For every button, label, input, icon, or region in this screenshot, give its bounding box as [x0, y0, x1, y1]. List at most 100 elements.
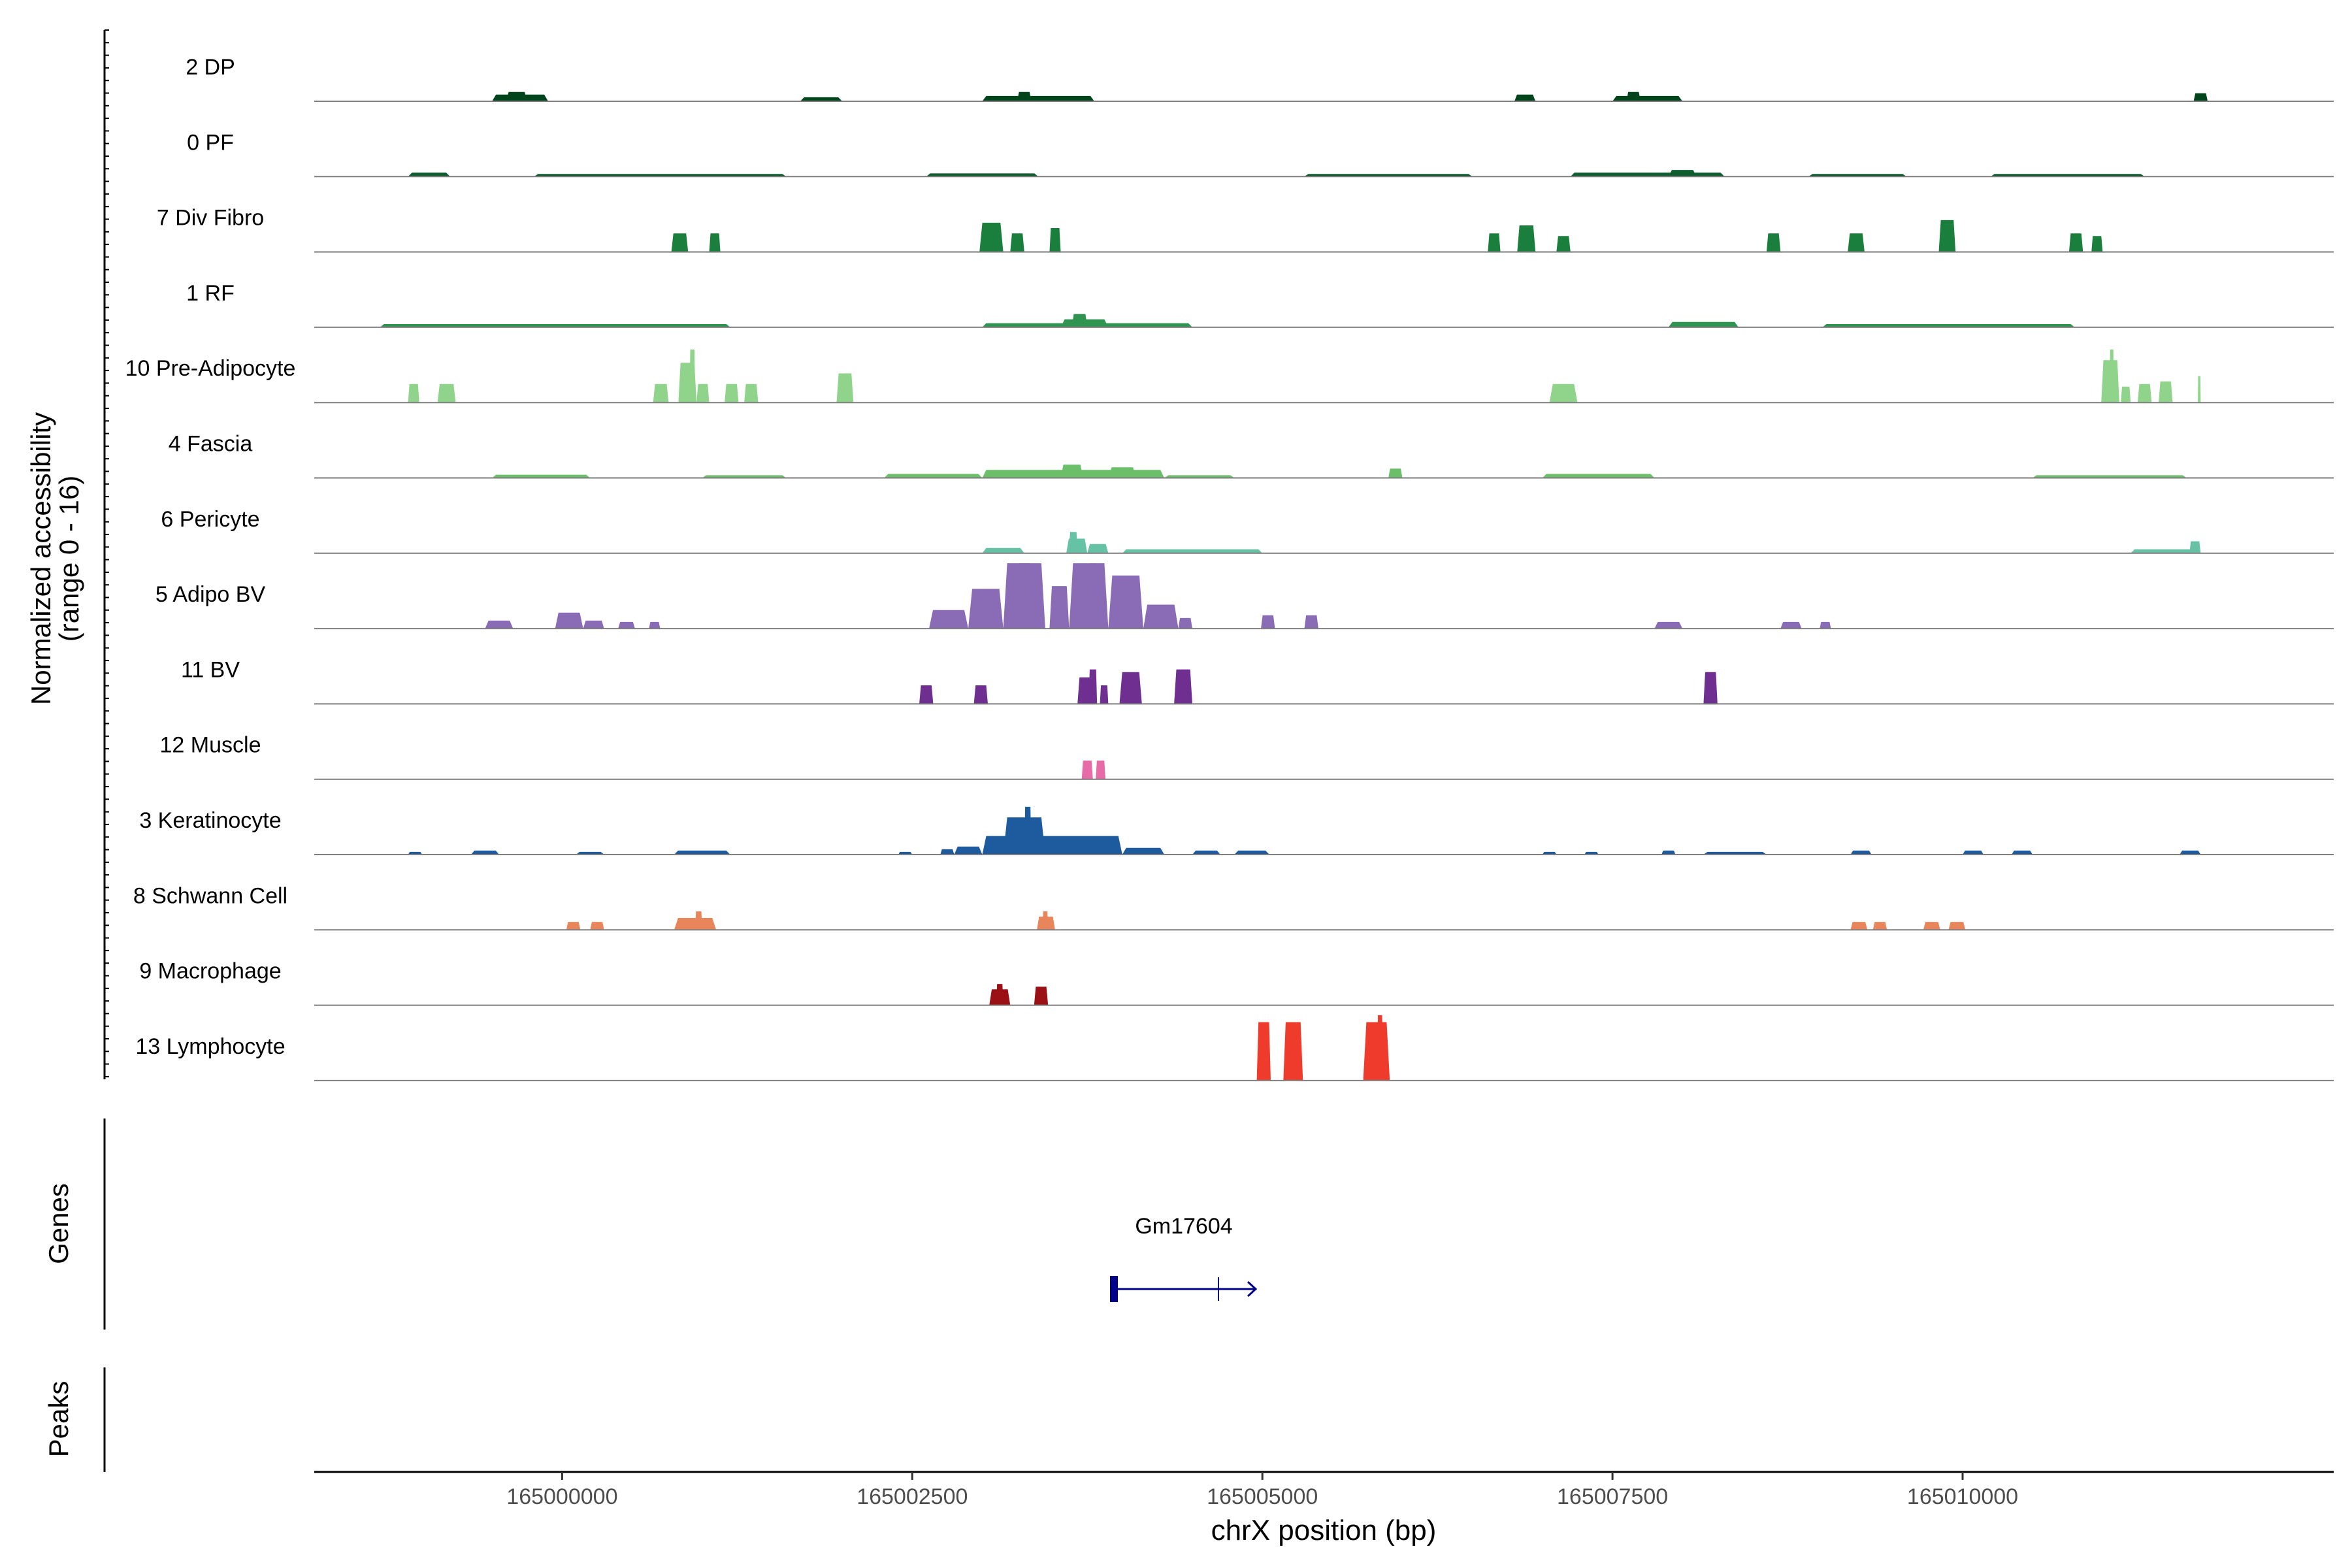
track-13-lymphocyte: 13 Lymphocyte: [135, 1015, 2334, 1081]
track-label: 1 RF: [186, 281, 235, 306]
coverage-peak: [2159, 381, 2173, 403]
coverage-peak: [653, 384, 669, 403]
coverage-peak: [982, 836, 1122, 855]
coverage-peak: [1049, 228, 1061, 252]
coverage-peak: [1938, 220, 1956, 252]
coverage-peak: [2121, 386, 2131, 403]
coverage-peak: [1003, 817, 1045, 855]
coverage-peak: [1108, 467, 1137, 478]
coverage-peak: [1143, 604, 1179, 629]
coverage-peak: [1034, 987, 1049, 1005]
coverage-peak: [1017, 563, 1032, 629]
coverage-peak: [926, 173, 1039, 177]
coverage-peak: [1108, 575, 1143, 629]
coverage-peak: [940, 849, 955, 855]
coverage-peak: [884, 474, 983, 478]
coverage-peak: [618, 621, 635, 629]
coverage-peak: [1304, 615, 1318, 629]
coverage-peak: [1556, 236, 1571, 252]
coverage-peak: [674, 918, 717, 930]
coverage-peak: [408, 172, 450, 177]
coverage-peak: [555, 612, 583, 629]
coverage-peak: [919, 685, 934, 704]
coverage-peak: [1808, 174, 1907, 177]
coverage-peak: [1963, 850, 1984, 855]
track-label: 12 Muscle: [160, 733, 261, 758]
coverage-peak: [1584, 851, 1599, 855]
track-label: 13 Lymphocyte: [135, 1034, 285, 1059]
coverage-peak: [996, 984, 1004, 1005]
coverage-peak: [2131, 549, 2201, 553]
coverage-peak: [836, 373, 854, 403]
coverage-peak: [1088, 669, 1098, 704]
coverage-peak: [576, 851, 604, 855]
coverage-peak: [2033, 475, 2187, 478]
coverage-peak: [1517, 225, 1536, 252]
coverage-peak: [1060, 319, 1109, 327]
coverage-peak: [674, 850, 730, 855]
x-axis-ticks: 165000000 165002500 165005000 165007500 1650…: [506, 1472, 2018, 1509]
coverage-peak: [1069, 563, 1109, 629]
x-axis-label: chrX position (bp): [1211, 1514, 1437, 1546]
track-8-schwann-cell: 8 Schwann Cell: [133, 883, 2334, 931]
track-label: 0 PF: [187, 130, 234, 155]
coverage-peak: [1377, 1015, 1383, 1081]
coverage-peak: [380, 324, 730, 327]
track-label: 3 Keratinocyte: [139, 808, 281, 833]
coverage-peak: [1010, 233, 1024, 252]
track-5-adipo-bv: 5 Adipo BV: [155, 563, 2334, 630]
x-tick-label: 165007500: [1557, 1484, 1668, 1509]
coverage-peak: [1780, 621, 1802, 629]
coverage-peak: [1654, 621, 1683, 629]
coverage-peak: [689, 350, 695, 403]
x-tick-label: 165010000: [1907, 1484, 2018, 1509]
coverage-peak: [2091, 236, 2103, 252]
track-label: 6 Pericyte: [161, 507, 259, 532]
coverage-peak: [973, 685, 988, 704]
coverage-peak: [1088, 563, 1098, 629]
coverage-peak: [1661, 850, 1676, 855]
coverage-peak: [1042, 911, 1049, 930]
coverage-peak: [1178, 617, 1192, 629]
gene-label: Gm17604: [1135, 1214, 1232, 1239]
coverage-peak: [1283, 1022, 1303, 1081]
coverage-peak: [1848, 233, 1865, 252]
coverage-peak: [1668, 170, 1697, 177]
coverage-peak: [1069, 532, 1078, 553]
coverage-peak: [1612, 95, 1683, 101]
gene-annotations: Gm17604: [1110, 1214, 1258, 1302]
track-label: 10 Pre-Adipocyte: [125, 356, 296, 381]
coverage-peak: [2193, 93, 2208, 101]
coverage-peak: [566, 922, 581, 930]
coverage-peak: [485, 620, 514, 629]
coverage-peak: [471, 850, 499, 855]
coverage-peak: [2137, 384, 2152, 403]
coverage-peak: [2189, 541, 2201, 553]
coverage-peak: [1923, 922, 1940, 930]
track-11-bv: 11 BV: [181, 657, 2334, 705]
coverage-peak: [709, 233, 721, 252]
coverage-peak: [2068, 233, 2083, 252]
track-10-pre-adipocyte: 10 Pre-Adipocyte: [125, 350, 2334, 404]
coverage-peak: [1261, 615, 1275, 629]
coverage-peak: [1164, 475, 1235, 478]
coverage-peak: [1234, 850, 1269, 855]
coverage-peak: [982, 547, 1024, 553]
coverage-peak: [1850, 850, 1872, 855]
coverage-peak: [1192, 850, 1220, 855]
x-tick-label: 165005000: [1207, 1484, 1318, 1509]
coverage-peak: [1304, 174, 1473, 177]
x-tick-label: 165002500: [857, 1484, 968, 1509]
coverage-peak: [1100, 685, 1109, 704]
coverage-peak: [1363, 1022, 1390, 1081]
coverage-peak: [1626, 91, 1641, 101]
y-axis-label-line2: (range 0 - 16): [54, 476, 84, 642]
coverage-peak: [1542, 851, 1557, 855]
track-9-macrophage: 9 Macrophage: [139, 959, 2334, 1006]
coverage-peak: [1052, 841, 1094, 855]
coverage-peak: [2198, 376, 2201, 403]
coverage-peak: [408, 851, 423, 855]
coverage-peak: [898, 851, 913, 855]
coverage-peak: [1872, 922, 1887, 930]
